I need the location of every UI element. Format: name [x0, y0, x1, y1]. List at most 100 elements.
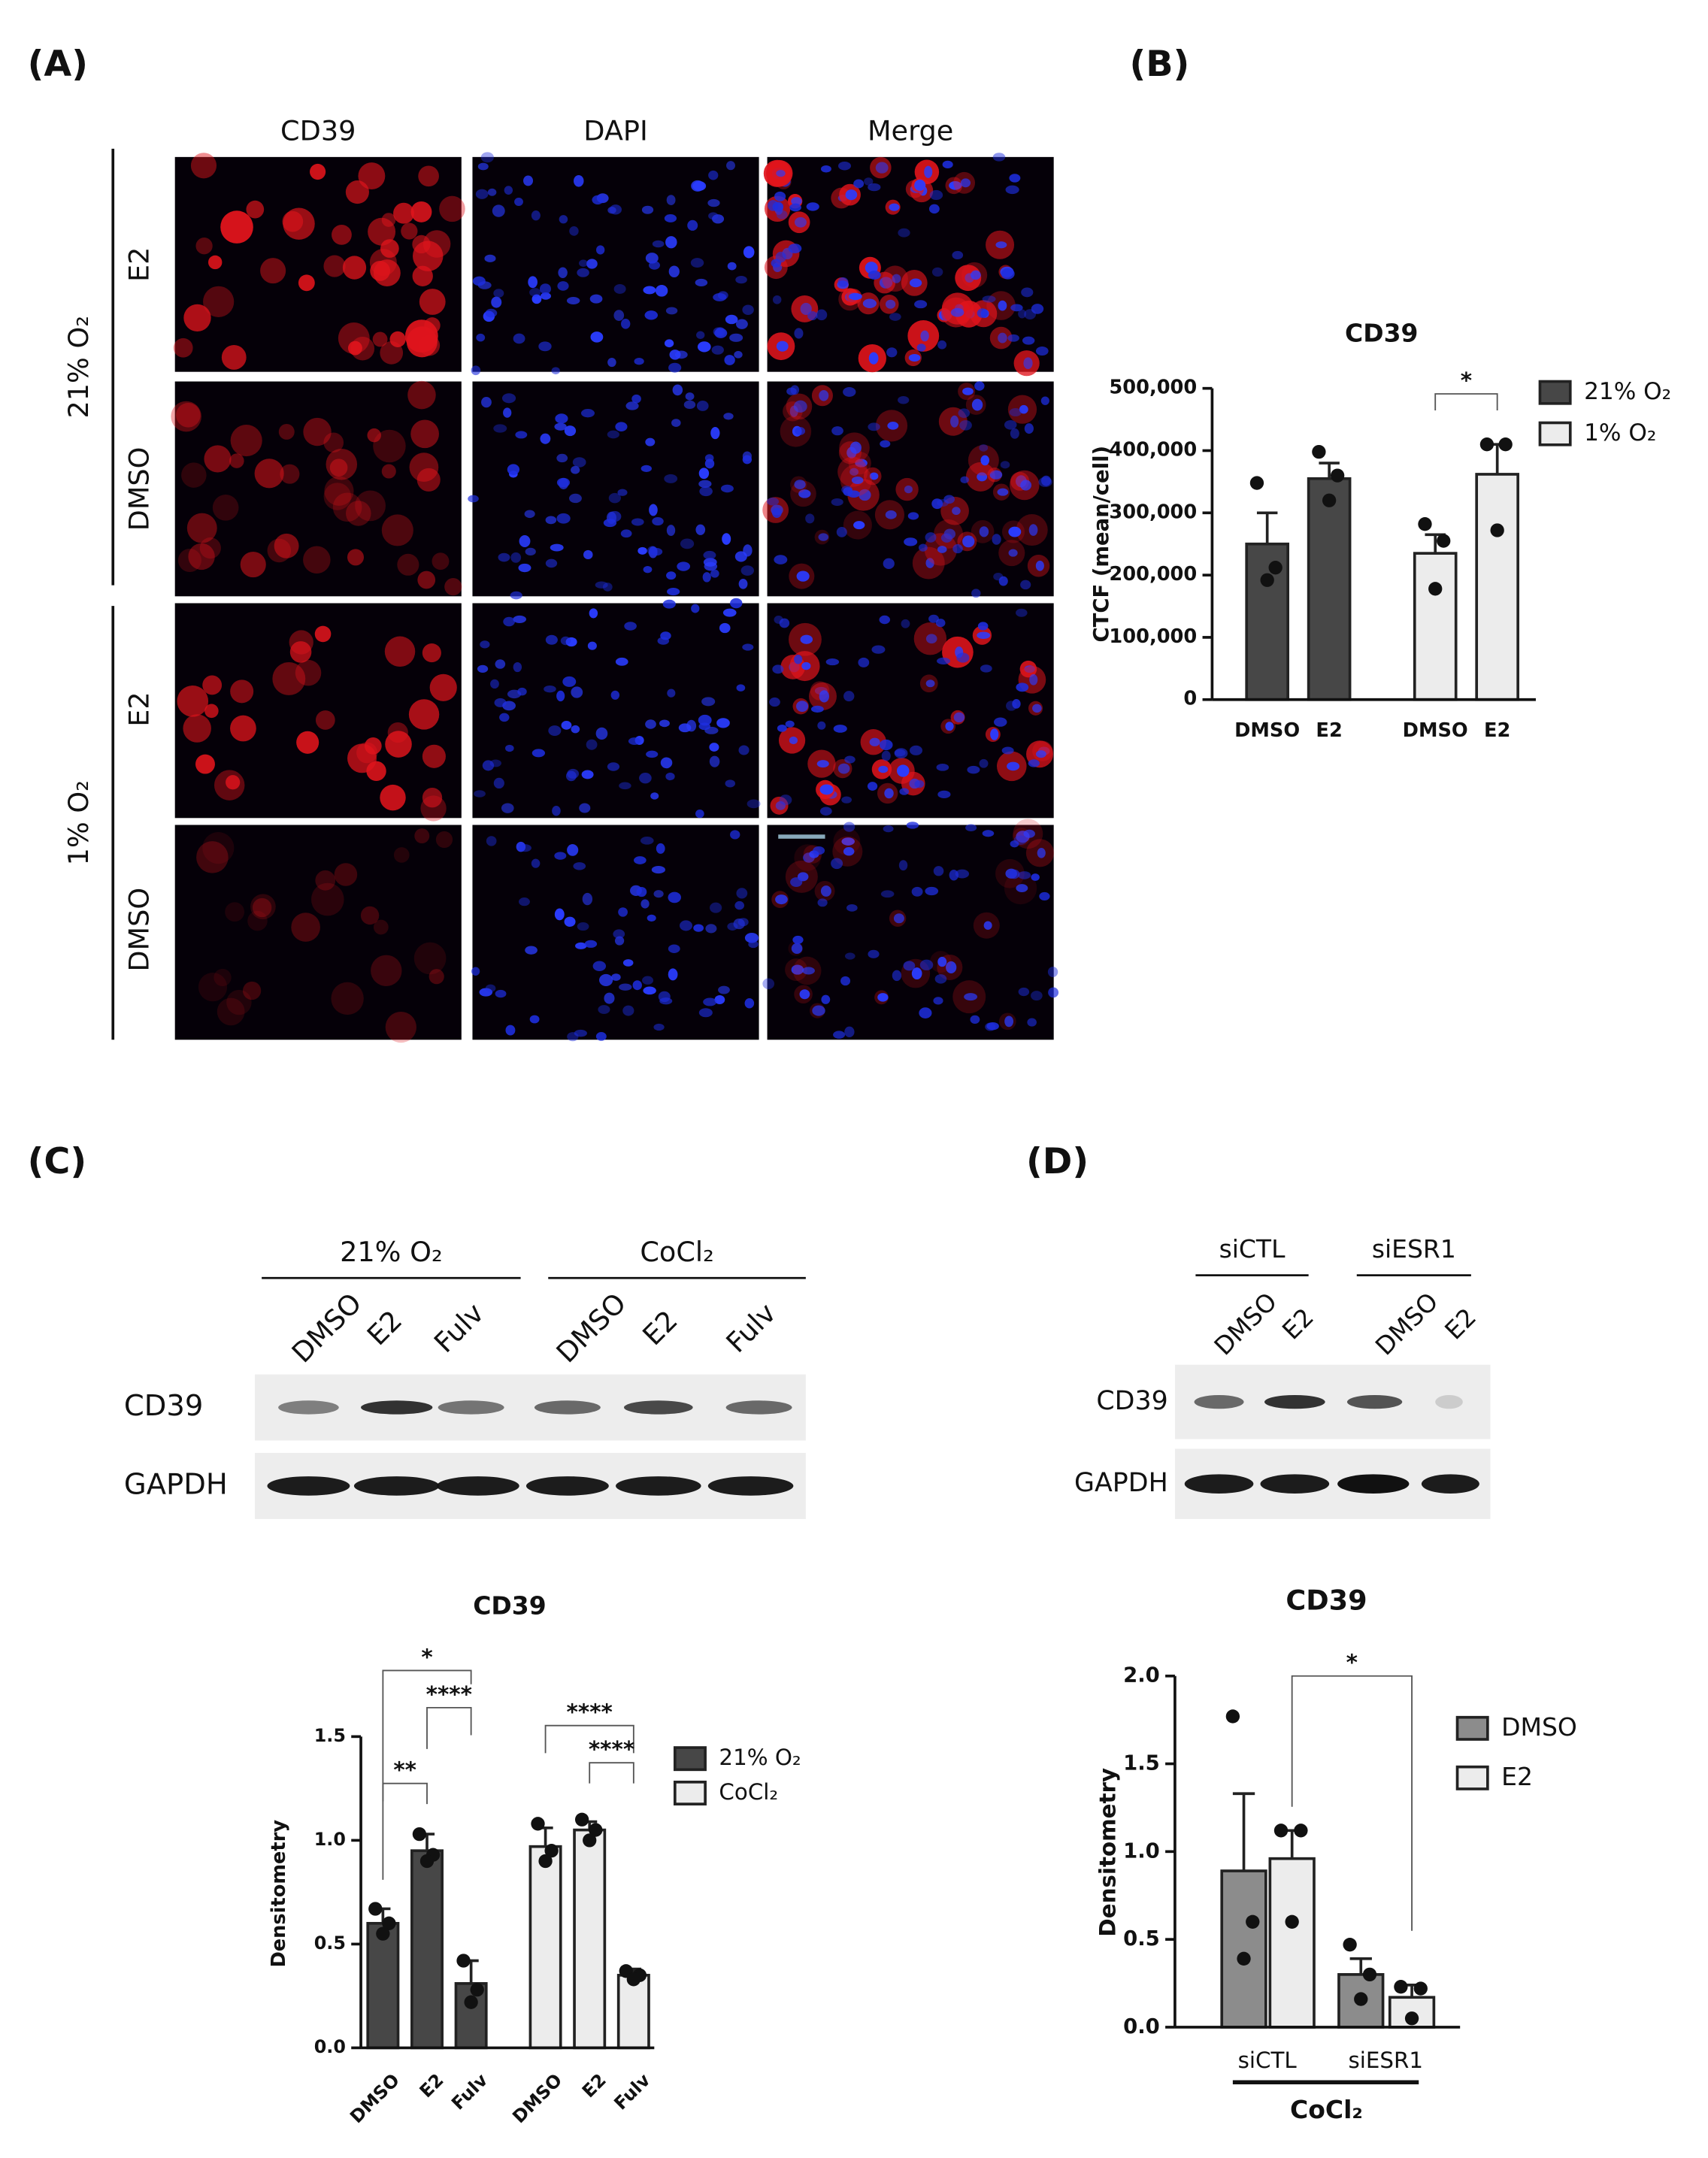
nucleus — [925, 532, 937, 543]
cell — [310, 882, 344, 916]
chart-title: CD39 — [473, 1591, 546, 1621]
nucleus — [578, 259, 588, 267]
nucleus — [514, 198, 523, 207]
data-point — [1404, 2011, 1419, 2026]
nucleus — [725, 779, 735, 788]
cell — [323, 483, 352, 510]
nucleus — [980, 664, 992, 673]
nucleus — [879, 277, 893, 289]
nucleus — [692, 181, 707, 191]
nucleus — [851, 476, 864, 484]
nucleus — [738, 578, 748, 589]
nucleus — [816, 760, 829, 768]
nucleus — [611, 973, 621, 981]
nucleus — [880, 440, 891, 448]
nucleus — [801, 661, 811, 670]
nucleus — [821, 994, 831, 1004]
nucleus — [937, 790, 951, 798]
nucleus — [774, 555, 788, 564]
cell — [401, 222, 418, 240]
nucleus — [573, 862, 586, 870]
nucleus — [1016, 608, 1028, 617]
nucleus — [883, 558, 895, 570]
band — [353, 1476, 440, 1496]
significance-label: ** — [393, 1757, 416, 1783]
nucleus — [1023, 829, 1035, 838]
nucleus — [887, 422, 899, 430]
data-point — [1428, 582, 1443, 596]
nucleus — [523, 175, 534, 186]
nucleus — [1031, 304, 1044, 314]
nucleus — [683, 400, 696, 409]
legend-swatch — [1538, 380, 1572, 405]
nucleus — [1039, 891, 1050, 900]
nucleus — [644, 310, 659, 320]
nucleus — [556, 453, 568, 463]
nucleus — [886, 347, 898, 358]
column-header: DAPI — [583, 114, 648, 147]
cell — [422, 643, 441, 663]
nucleus — [493, 289, 504, 298]
legend-label: 21% O₂ — [1584, 378, 1671, 405]
nucleus — [568, 493, 582, 504]
nucleus — [580, 409, 595, 418]
cell — [332, 224, 352, 245]
nucleus — [898, 860, 908, 871]
nucleus — [960, 178, 971, 188]
y-tick-label: 500,000 — [1109, 377, 1197, 399]
band — [616, 1476, 701, 1496]
cell — [385, 1011, 416, 1043]
nucleus — [598, 973, 613, 986]
nucleus — [555, 413, 568, 424]
nucleus — [935, 619, 946, 628]
nucleus — [833, 725, 847, 733]
nucleus — [789, 736, 798, 745]
nucleus — [730, 598, 743, 609]
x-tick-label: E2 — [578, 2069, 610, 2102]
nucleus — [959, 419, 972, 431]
nucleus — [734, 900, 745, 910]
nucleus — [742, 643, 754, 651]
nucleus — [794, 655, 803, 664]
nucleus — [650, 547, 663, 556]
cell — [381, 514, 413, 546]
nucleus — [918, 543, 928, 552]
cell — [240, 552, 266, 578]
nucleus — [994, 717, 1007, 727]
bar — [366, 1921, 400, 2050]
nucleus — [667, 689, 676, 698]
nucleus — [569, 226, 579, 236]
nucleus — [974, 381, 985, 391]
nucleus — [1020, 580, 1031, 590]
nucleus — [531, 749, 545, 758]
nucleus — [598, 1005, 610, 1014]
nucleus — [952, 250, 964, 259]
nucleus — [877, 993, 889, 1002]
nucleus — [540, 292, 552, 300]
nucleus — [960, 476, 969, 483]
cell — [181, 462, 207, 488]
nucleus — [945, 722, 954, 731]
nucleus — [595, 727, 608, 740]
nucleus — [925, 634, 937, 644]
micrograph — [173, 153, 465, 372]
nucleus — [942, 160, 953, 169]
nucleus — [1010, 840, 1019, 848]
cell — [380, 341, 404, 365]
nucleus — [929, 189, 943, 201]
nucleus — [1032, 704, 1042, 713]
nucleus — [722, 608, 737, 617]
nucleus — [1047, 967, 1058, 978]
nucleus — [844, 755, 856, 764]
nucleus — [562, 676, 577, 687]
nucleus — [843, 822, 856, 832]
cell — [373, 919, 389, 935]
nucleus — [858, 657, 870, 667]
data-point — [1418, 517, 1432, 531]
nucleus — [867, 782, 878, 791]
nucleus — [744, 933, 759, 943]
nucleus — [718, 985, 730, 994]
cell — [422, 744, 446, 768]
nucleus — [979, 758, 989, 768]
x-tick-label: DMSO — [346, 2069, 404, 2127]
